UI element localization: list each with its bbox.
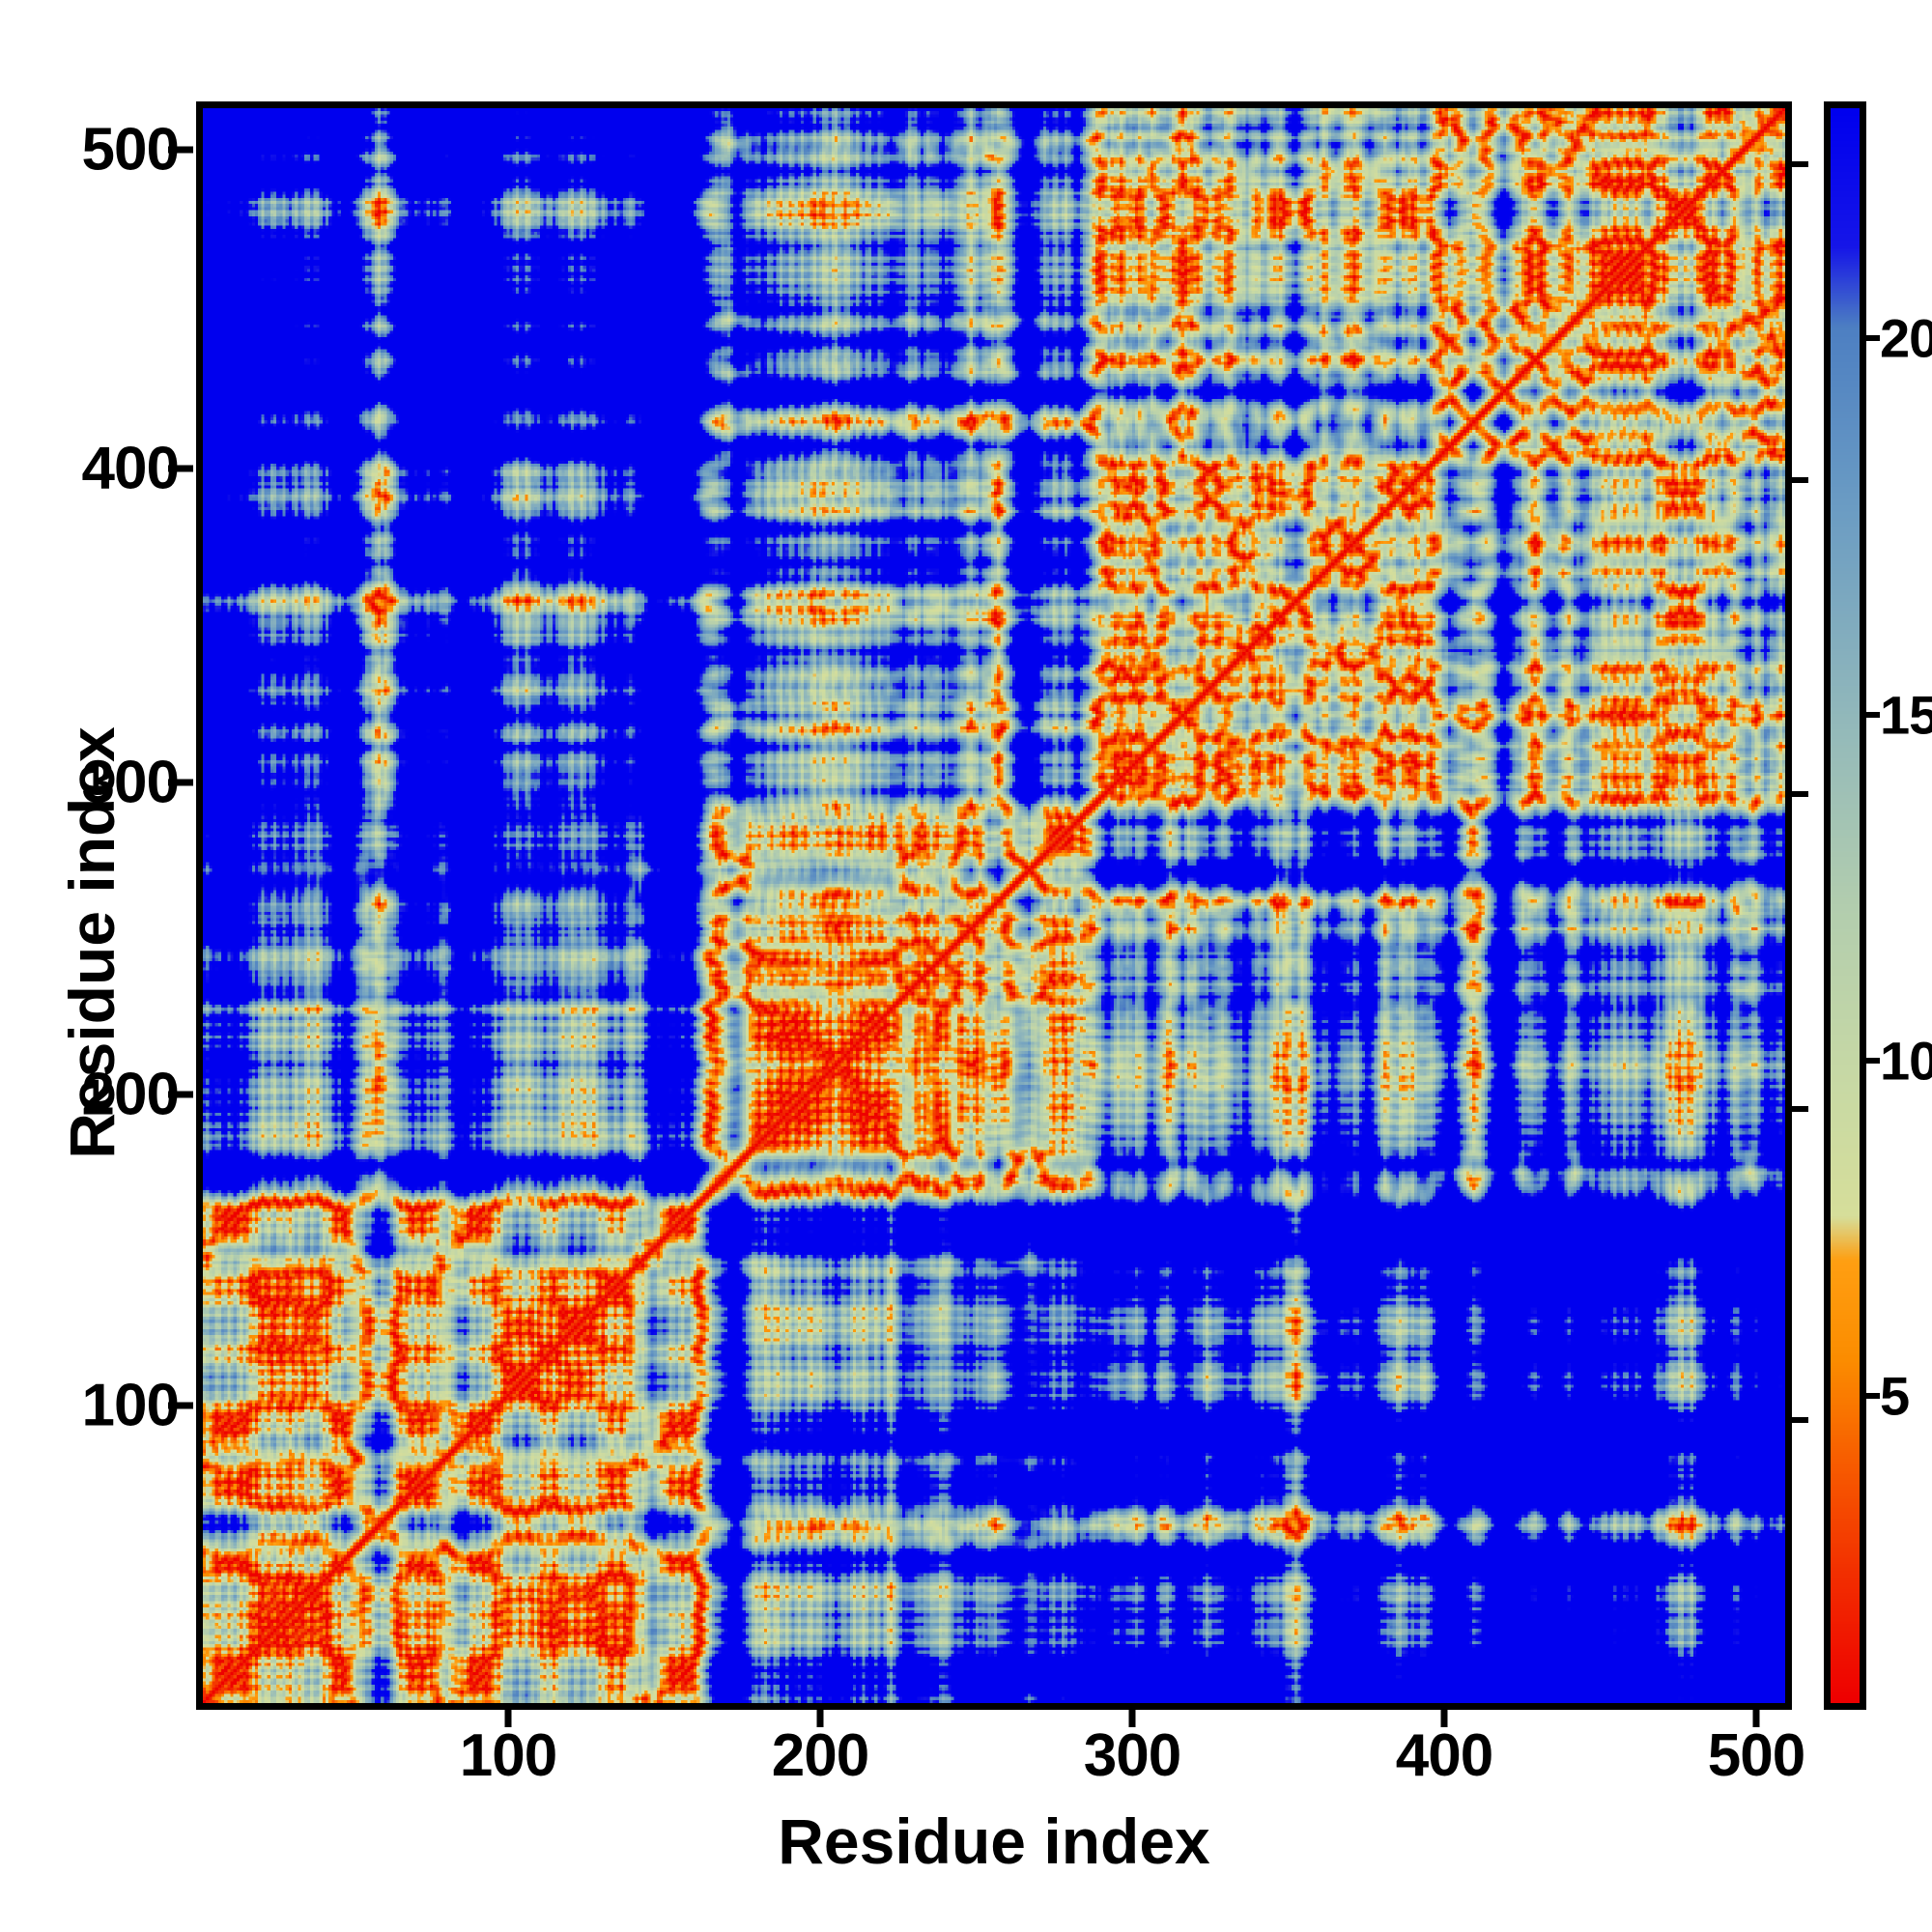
y-axis-title: Residue index [56,726,128,1159]
y-tick-label-300: 300 [81,749,180,816]
colorbar-tick-mark-5 [1861,1393,1880,1399]
x-tick-label-500: 500 [1707,1722,1805,1789]
colorbar-tick-mark-10 [1861,1058,1880,1064]
y-tick-mark-200 [168,1091,193,1098]
plot-right-tick-5 [1789,1417,1808,1423]
x-axis-title: Residue index [778,1805,1210,1877]
y-tick-label-200: 200 [81,1061,180,1128]
colorbar-tick-label-15: 15 [1880,684,1932,746]
x-tick-label-400: 400 [1395,1722,1493,1789]
x-tick-label-200: 200 [771,1722,869,1789]
colorbar-gradient [1831,108,1860,1703]
x-tick-label-300: 300 [1083,1722,1181,1789]
y-tick-mark-100 [168,1402,193,1409]
y-tick-label-400: 400 [81,435,180,502]
plot-right-tick-2 [1789,477,1808,483]
y-tick-mark-300 [168,779,193,786]
colorbar-tick-mark-15 [1861,712,1880,718]
colorbar-tick-label-5: 5 [1880,1365,1910,1427]
x-tick-mark-300 [1128,1704,1136,1727]
plot-right-tick-1 [1789,161,1808,167]
heatmap-image [203,108,1785,1703]
y-tick-mark-500 [168,146,193,154]
x-tick-mark-400 [1440,1704,1448,1727]
colorbar[interactable] [1824,101,1866,1710]
y-tick-label-100: 100 [81,1372,180,1439]
distance-map-plot[interactable] [196,101,1792,1710]
colorbar-tick-label-10: 10 [1880,1030,1932,1092]
colorbar-tick-label-20: 20 [1880,307,1932,369]
colorbar-tick-mark-20 [1861,335,1880,341]
plot-right-tick-3 [1789,791,1808,797]
x-tick-mark-500 [1752,1704,1760,1727]
x-tick-label-100: 100 [459,1722,557,1789]
plot-right-tick-4 [1789,1106,1808,1112]
x-tick-mark-200 [816,1704,824,1727]
x-tick-mark-100 [504,1704,512,1727]
y-tick-label-500: 500 [81,116,180,184]
y-tick-mark-400 [168,465,193,472]
